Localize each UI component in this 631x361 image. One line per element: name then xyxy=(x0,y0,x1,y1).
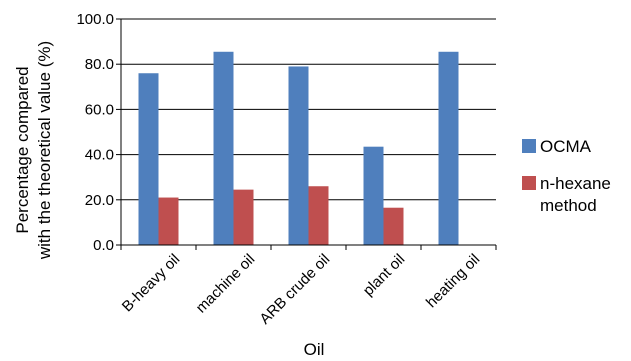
y-tick-label: 0.0 xyxy=(93,237,114,254)
bar-0-0 xyxy=(138,73,159,246)
bar-0-3 xyxy=(363,146,384,245)
x-tick-label: heating oil xyxy=(423,251,483,311)
x-axis-title: Oil xyxy=(304,340,325,359)
y-tick-label: 20.0 xyxy=(85,192,114,209)
bar-0-2 xyxy=(288,66,309,246)
x-tick-label: ARB crude oil xyxy=(256,251,333,328)
x-tick-label: plant oil xyxy=(360,251,409,300)
legend-label: OCMA xyxy=(540,137,592,156)
bar-1-0 xyxy=(158,197,179,245)
bar-1-1 xyxy=(233,189,254,245)
y-tick-labels: 0.0 20.0 40.0 60.0 80.0 100.0 xyxy=(76,11,114,254)
legend: OCMA n-hexane method xyxy=(522,137,611,215)
legend-label: method xyxy=(540,196,597,215)
bar-1-3 xyxy=(383,207,404,245)
x-tick-label: machine oil xyxy=(193,251,259,317)
axes xyxy=(116,18,497,250)
bars xyxy=(138,51,459,246)
legend-swatch xyxy=(522,139,536,153)
bar-0-4 xyxy=(438,51,459,245)
legend-swatch xyxy=(522,176,536,190)
y-tick-label: 80.0 xyxy=(85,56,114,73)
x-tick-label: B-heavy oil xyxy=(119,251,183,315)
y-axis-title: Percentage compared with the theoretical… xyxy=(13,41,54,260)
y-axis-title-line-2: with the theoretical value (%) xyxy=(35,41,54,260)
bar-1-2 xyxy=(308,186,329,245)
y-axis-title-line-1: Percentage compared xyxy=(13,66,32,233)
y-tick-label: 60.0 xyxy=(85,101,114,118)
legend-label: n-hexane xyxy=(540,174,611,193)
y-tick-label: 100.0 xyxy=(76,11,114,28)
y-tick-label: 40.0 xyxy=(85,147,114,164)
bar-0-1 xyxy=(213,51,234,245)
